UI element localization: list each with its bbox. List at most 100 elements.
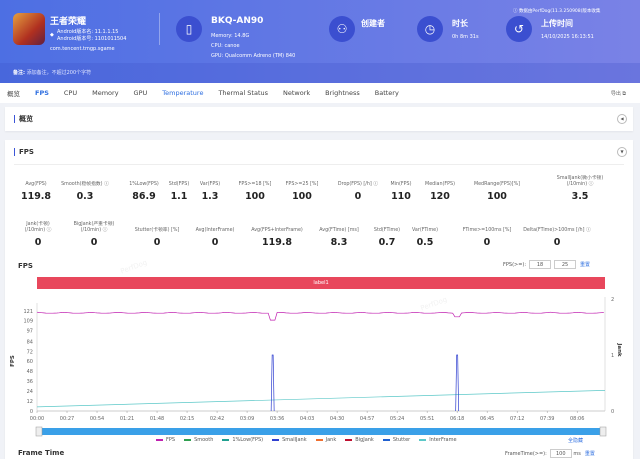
- divider: [14, 164, 624, 165]
- tab-brightness[interactable]: Brightness: [325, 89, 360, 97]
- stat-label: Stutter(卡顿率) [%]: [134, 228, 180, 233]
- stat-value: 1.1: [170, 191, 188, 202]
- interframe-line: [36, 389, 606, 408]
- legend-item[interactable]: Stutter: [382, 437, 411, 443]
- stat-label: Jank(卡顿) (/10min) ⓘ: [24, 222, 52, 233]
- y-tick-label: 121: [23, 309, 33, 315]
- x-tick-label: 01:48: [150, 416, 164, 422]
- stat-9: Median(FPS) 120: [425, 182, 455, 202]
- legend-item[interactable]: SmallJank: [272, 437, 307, 443]
- y-tick-label: 84: [27, 339, 33, 345]
- tab-cpu[interactable]: CPU: [63, 89, 78, 97]
- stat-label: Std(FPS): [168, 182, 190, 187]
- stat-3: Avg(InterFrame) 0: [196, 228, 235, 248]
- tab-fps[interactable]: FPS: [35, 89, 49, 97]
- reset-button[interactable]: 重置: [580, 262, 591, 268]
- stat-value: 0.7: [378, 237, 396, 248]
- collapse-down-icon[interactable]: ▼: [617, 147, 627, 157]
- duration-label: 时长: [452, 19, 468, 28]
- legend-item[interactable]: Smooth: [184, 437, 213, 443]
- history-icon: ↺: [506, 16, 532, 42]
- legend-item[interactable]: InterFrame: [419, 437, 457, 443]
- report-header: 王者荣耀 ◆ Android版本名: 11.1.1.15 Android版本号: …: [0, 0, 640, 83]
- note-field[interactable]: 备注: 添加备注，不超过200个字符: [0, 63, 640, 83]
- legend-label: Smooth: [194, 437, 214, 443]
- fps-line: [36, 311, 604, 321]
- y-tick-label: 36: [27, 379, 33, 385]
- stat-value: 1.3: [201, 191, 219, 202]
- y2-tick-label: 0: [611, 409, 614, 415]
- stat-3: Std(FPS) 1.1: [169, 182, 189, 202]
- y-axis-label: FPS: [10, 355, 16, 367]
- legend-swatch-icon: [382, 438, 390, 441]
- tab-thermal-status[interactable]: Thermal Status: [218, 89, 268, 97]
- creator-label: 创建者: [361, 19, 385, 28]
- app-package: com.tencent.tmgp.sgame: [50, 46, 115, 52]
- frametime-threshold-input[interactable]: 100: [549, 449, 572, 458]
- legend-item[interactable]: BigJank: [345, 437, 374, 443]
- upload-value: 14/10/2025 16:13:51: [541, 34, 594, 40]
- label-bar[interactable]: label1: [37, 277, 605, 289]
- stat-label: BigJank(严重卡顿) (/10min) ⓘ: [73, 222, 115, 233]
- x-tick-label: 05:24: [390, 416, 404, 422]
- reset-button[interactable]: 重置: [584, 451, 595, 457]
- stat-5: Avg(FTime) [ms] 8.3: [319, 228, 358, 248]
- legend-label: SmallJank: [282, 437, 307, 443]
- stat-6: Std(FTime) 0.7: [374, 228, 400, 248]
- stat-10: MedRange(FPS)[%] 100: [474, 182, 520, 202]
- x-tick-label: 04:03: [300, 416, 314, 422]
- fps-threshold-input-2[interactable]: 25: [554, 260, 577, 269]
- range-slider-handle-right[interactable]: [599, 426, 607, 437]
- legend-item[interactable]: 1%Low(FPS): [222, 437, 263, 443]
- stat-8: FTime>=100ms [%] 0: [463, 228, 512, 248]
- x-tick-label: 02:42: [210, 416, 224, 422]
- legend-swatch-icon: [222, 438, 230, 441]
- data-source: ⓘ 数据由PerfDog(11.3.250908)版本收集: [513, 9, 601, 14]
- stat-label: FTime>=100ms [%]: [462, 228, 512, 233]
- legend-swatch-icon: [184, 438, 192, 441]
- stat-5: FPS>=18 [%] 100: [239, 182, 272, 202]
- tab-temperature[interactable]: Temperature: [162, 89, 204, 97]
- stat-value: 86.9: [132, 191, 156, 202]
- stat-label: Delta(FTime)>100ms [/h] ⓘ: [523, 228, 591, 233]
- collapse-left-icon[interactable]: ◀: [617, 114, 627, 124]
- tab-memory[interactable]: Memory: [92, 89, 119, 97]
- stat-label: FPS>=18 [%]: [238, 182, 272, 187]
- stat-value: 0: [153, 237, 161, 248]
- x-tick-label: 06:18: [450, 416, 464, 422]
- tab-overview[interactable]: 概览: [7, 90, 20, 98]
- x-tick-label: 04:30: [330, 416, 344, 422]
- y-tick-label: 60: [27, 359, 33, 365]
- range-slider-handle-left[interactable]: [35, 426, 43, 437]
- x-tick-label: 07:39: [540, 416, 554, 422]
- x-tick-label: 00:54: [90, 416, 104, 422]
- y-tick-label: 97: [27, 329, 33, 335]
- hide-all-button[interactable]: 全隐藏: [568, 438, 584, 444]
- x-tick-label: 00:27: [60, 416, 74, 422]
- legend-item[interactable]: FPS: [156, 437, 175, 443]
- stat-label: Avg(FPS+InterFrame): [251, 228, 303, 233]
- stat-2: 1%Low(FPS) 86.9: [129, 182, 159, 202]
- stat-1: BigJank(严重卡顿) (/10min) ⓘ 0: [74, 222, 115, 248]
- y2-axis-label: Jank: [616, 342, 622, 357]
- stat-value: 119.8: [20, 191, 52, 202]
- legend-label: Stutter: [392, 437, 411, 443]
- x-tick-label: 03:36: [270, 416, 284, 422]
- fps-threshold-input-1[interactable]: 18: [529, 260, 552, 269]
- device-name: BKQ-AN90: [211, 16, 264, 26]
- stat-label: Avg(FTime) [ms]: [319, 228, 359, 233]
- tab-gpu[interactable]: GPU: [133, 89, 148, 97]
- stat-4: Avg(FPS+InterFrame) 119.8: [251, 228, 303, 248]
- stat-11: SmallJank(微小卡顿) (/10min) ⓘ 3.5: [557, 176, 603, 202]
- fps-chart-title: FPS: [18, 262, 33, 270]
- tab-battery[interactable]: Battery: [374, 89, 399, 97]
- stat-label: 1%Low(FPS): [129, 182, 159, 187]
- tab-network[interactable]: Network: [283, 89, 311, 97]
- stat-0: Avg(FPS) 119.8: [21, 182, 51, 202]
- app-version: Android版本名: 11.1.1.15 Android版本号: 1101011…: [57, 29, 127, 42]
- stat-label: FPS>=25 [%]: [285, 182, 319, 187]
- x-tick-label: 02:15: [180, 416, 194, 422]
- export-button[interactable]: 导出 ⧉: [610, 91, 626, 97]
- legend-item[interactable]: Jank: [315, 437, 336, 443]
- stat-label: MedRange(FPS)[%]: [473, 182, 521, 187]
